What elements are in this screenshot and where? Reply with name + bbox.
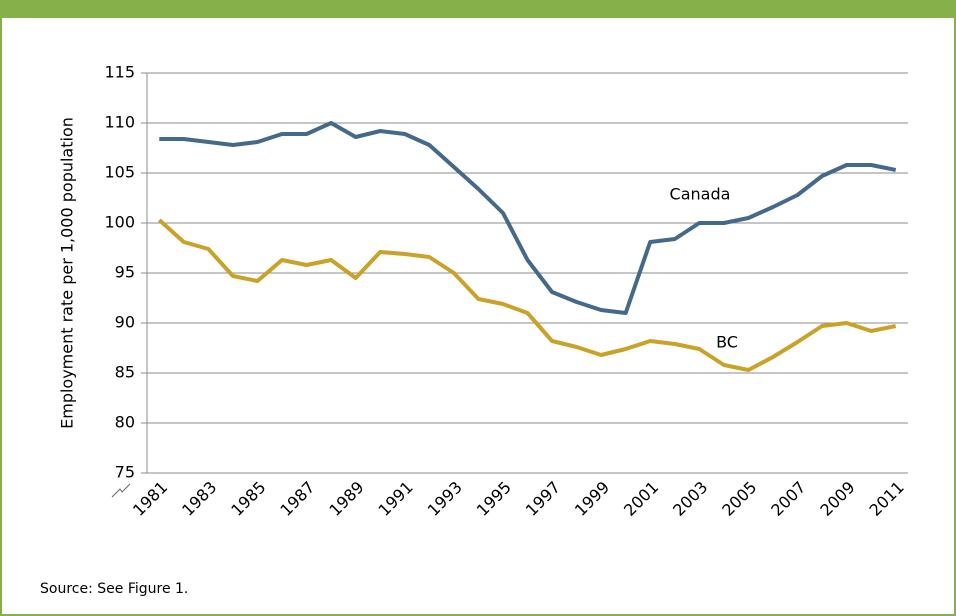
y-tick-label: 100	[104, 213, 135, 232]
y-tick-label: 90	[115, 313, 135, 332]
y-tick-label: 85	[115, 363, 135, 382]
y-tick-label: 105	[104, 163, 135, 182]
y-tick-label: 80	[115, 413, 135, 432]
axis-break	[111, 483, 131, 498]
series-label: BC	[716, 333, 738, 352]
series-label: Canada	[670, 185, 731, 204]
y-tick-label: 95	[115, 263, 135, 282]
y-tick-label: 110	[104, 113, 135, 132]
header-bar	[0, 0, 956, 18]
y-tick-label: 115	[104, 63, 135, 82]
y-tick-label: 75	[115, 463, 135, 482]
series-line	[159, 121, 897, 315]
series-line	[157, 218, 897, 372]
y-axis-label: Employment rate per 1,000 population	[58, 117, 77, 429]
source-note: Source: See Figure 1.	[40, 581, 188, 597]
